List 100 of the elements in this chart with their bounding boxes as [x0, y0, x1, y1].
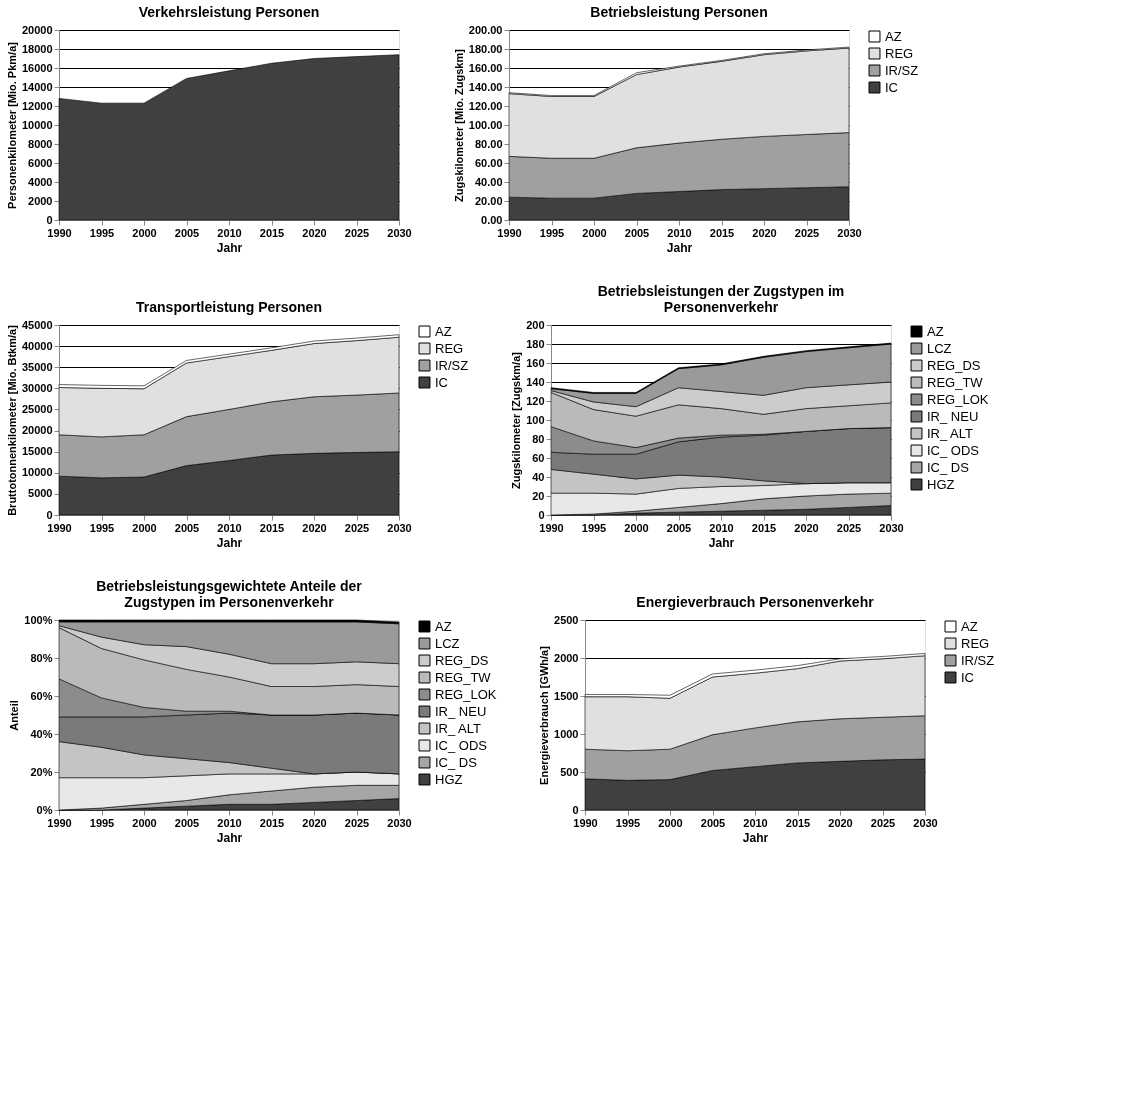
y-tick-label: 60%	[30, 689, 53, 702]
y-axis-title: Energieverbrauch [GWh/a]	[538, 645, 551, 785]
legend-label: IC_ ODS	[435, 737, 488, 753]
y-tick-label: 120	[526, 394, 545, 407]
y-tick-label: 60.00	[474, 156, 503, 169]
x-axis-title: Jahr	[708, 535, 735, 550]
y-tick-label: 0	[572, 803, 579, 816]
y-tick-label: 20%	[30, 765, 53, 778]
legend-label: IC_ DS	[435, 754, 478, 770]
y-tick-label: 160	[526, 356, 545, 369]
y-tick-label: 30000	[21, 381, 53, 394]
x-tick-label: 2030	[879, 521, 904, 534]
legend-label: IR_ NEU	[435, 703, 487, 719]
x-tick-label: 1995	[581, 521, 607, 534]
y-tick-label: 0.00	[481, 213, 503, 226]
x-tick-label: 2020	[828, 816, 853, 829]
y-tick-label: 20000	[21, 424, 53, 437]
y-tick-label: 140	[526, 375, 545, 388]
x-tick-label: 2020	[302, 226, 327, 239]
x-tick-label: 1995	[89, 226, 115, 239]
x-tick-label: 1990	[47, 226, 72, 239]
y-tick-label: 80	[532, 432, 545, 445]
y-tick-label: 15000	[21, 445, 53, 458]
y-tick-label: 200	[526, 318, 545, 331]
legend-label: REG_LOK	[435, 686, 497, 702]
x-tick-label: 2005	[174, 521, 200, 534]
x-tick-label: 2030	[387, 521, 412, 534]
legend-label: LCZ	[435, 635, 460, 651]
y-axis-title: Bruttotonnenkilometer [Mio. Btkm/a]	[5, 324, 18, 516]
chart-title: Verkehrsleistung Personen	[138, 4, 320, 20]
y-tick-label: 100	[526, 413, 545, 426]
legend-label: IC	[885, 79, 898, 95]
x-tick-label: 2020	[752, 226, 777, 239]
y-tick-label: 0%	[36, 803, 53, 816]
legend-label: REG_DS	[435, 652, 489, 668]
y-tick-label: 0	[538, 508, 545, 521]
legend-label: IC	[961, 669, 974, 685]
x-tick-label: 2010	[667, 226, 692, 239]
legend-label: REG	[435, 340, 464, 356]
y-tick-label: 40%	[30, 727, 53, 740]
x-tick-label: 2015	[709, 226, 735, 239]
y-tick-label: 80%	[30, 651, 53, 664]
y-tick-label: 5000	[28, 487, 53, 500]
y-axis-title: Personenkilometer [Mio. Pkm/a]	[5, 41, 18, 209]
y-tick-label: 60	[532, 451, 545, 464]
y-axis-title: Zugskilometer [Mio. Zugskm]	[452, 48, 465, 202]
x-tick-label: 2010	[743, 816, 768, 829]
y-tick-label: 80.00	[474, 137, 503, 150]
x-tick-label: 2025	[794, 226, 820, 239]
y-tick-label: 1000	[554, 727, 579, 740]
y-tick-label: 0	[46, 508, 53, 521]
y-tick-label: 160.00	[468, 61, 503, 74]
y-tick-label: 2000	[28, 194, 53, 207]
x-tick-label: 2000	[582, 226, 607, 239]
legend-label: AZ	[435, 618, 452, 634]
y-tick-label: 20000	[21, 23, 53, 36]
legend-label: REG_LOK	[927, 391, 989, 407]
x-tick-label: 2000	[658, 816, 683, 829]
y-tick-label: 4000	[28, 175, 53, 188]
x-tick-label: 2030	[387, 816, 412, 829]
x-tick-label: 1995	[89, 521, 115, 534]
x-tick-label: 2015	[259, 226, 285, 239]
x-tick-label: 1990	[47, 521, 72, 534]
y-tick-label: 120.00	[468, 99, 503, 112]
y-tick-label: 180	[526, 337, 545, 350]
y-tick-label: 180.00	[468, 42, 503, 55]
y-tick-label: 14000	[21, 80, 53, 93]
y-tick-label: 12000	[21, 99, 53, 112]
x-tick-label: 2000	[624, 521, 649, 534]
legend-label: AZ	[961, 618, 978, 634]
x-axis-title: Jahr	[742, 830, 769, 845]
legend-label: IR/SZ	[961, 652, 995, 668]
x-tick-label: 2015	[785, 816, 811, 829]
x-tick-label: 2025	[836, 521, 862, 534]
chart-title: Betriebsleistungen der Zugstypen im Personenverkehr	[597, 283, 845, 315]
x-tick-label: 2020	[302, 521, 327, 534]
y-tick-label: 6000	[28, 156, 53, 169]
legend-label: IC_ DS	[927, 459, 970, 475]
x-tick-label: 2005	[624, 226, 650, 239]
legend-label: REG_DS	[927, 357, 981, 373]
y-tick-label: 20.00	[474, 194, 503, 207]
x-axis-title: Jahr	[666, 240, 693, 255]
y-tick-label: 40	[532, 470, 545, 483]
x-tick-label: 1990	[539, 521, 564, 534]
x-tick-label: 2000	[132, 226, 157, 239]
y-tick-label: 500	[560, 765, 579, 778]
x-tick-label: 2015	[259, 521, 285, 534]
x-tick-label: 2025	[344, 521, 370, 534]
legend-label: AZ	[435, 323, 452, 339]
x-tick-label: 2010	[217, 521, 242, 534]
y-tick-label: 2000	[554, 651, 579, 664]
x-tick-label: 2030	[913, 816, 938, 829]
legend-label: HGZ	[435, 771, 463, 787]
y-tick-label: 1500	[554, 689, 579, 702]
y-tick-label: 16000	[21, 61, 53, 74]
x-tick-label: 2025	[344, 816, 370, 829]
y-tick-label: 140.00	[468, 80, 503, 93]
x-tick-label: 2020	[302, 816, 327, 829]
legend-label: IR_ ALT	[927, 425, 974, 441]
chart-title: Betriebsleistungsgewichtete Anteile der Zugstypen im Personenverkehr	[96, 578, 363, 610]
